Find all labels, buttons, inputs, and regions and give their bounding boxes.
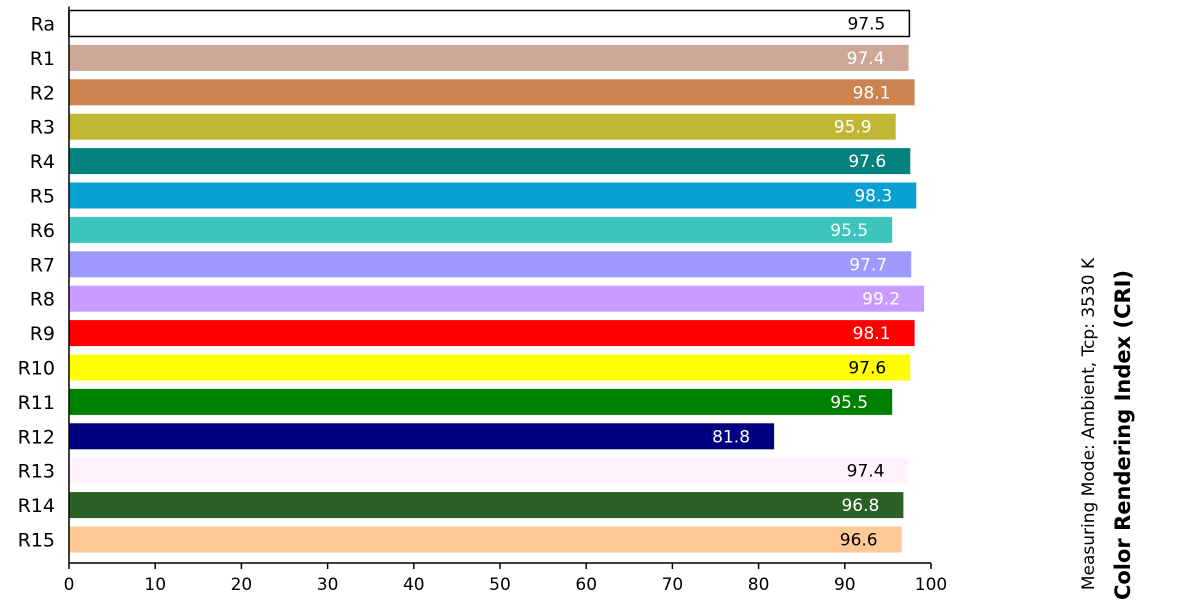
data-label: 97.5 xyxy=(847,15,885,35)
category-label: R13 xyxy=(18,461,55,483)
bar xyxy=(69,457,909,484)
bar xyxy=(69,320,915,347)
bar xyxy=(69,526,902,553)
bar xyxy=(69,148,911,175)
bar-group: R9 98.1 xyxy=(30,320,915,347)
category-label: Ra xyxy=(31,14,55,36)
chart-subtitle: Measuring Mode: Ambient, Tcp: 3530 K xyxy=(1079,257,1099,590)
bar-group: R15 96.6 xyxy=(18,526,902,553)
category-label: R8 xyxy=(30,289,55,311)
bar xyxy=(69,182,917,209)
category-label: R7 xyxy=(30,254,55,276)
category-label: R4 xyxy=(30,151,55,173)
bar-group: R2 98.1 xyxy=(30,79,915,106)
bar xyxy=(69,44,909,71)
x-tick-label: 50 xyxy=(489,575,511,595)
bar xyxy=(69,113,896,140)
bar-group: R7 97.7 xyxy=(30,251,912,278)
category-label: R2 xyxy=(30,82,55,104)
category-label: R10 xyxy=(18,358,55,380)
bar-group: R3 95.9 xyxy=(30,113,896,140)
bar xyxy=(69,423,775,450)
x-tick-label: 10 xyxy=(144,575,166,595)
bar-group: R6 95.5 xyxy=(30,216,893,243)
data-label: 96.6 xyxy=(840,531,878,551)
data-label: 98.1 xyxy=(853,324,891,344)
bar xyxy=(69,388,893,415)
bar-group: R5 98.3 xyxy=(30,182,917,209)
data-label: 99.2 xyxy=(862,290,900,310)
x-axis: 0 10 20 30 40 50 60 70 80 90 100 xyxy=(64,6,947,595)
bar-group: R14 96.8 xyxy=(18,492,904,519)
bar xyxy=(69,251,912,278)
data-label: 97.7 xyxy=(849,255,887,275)
bar xyxy=(69,354,911,381)
x-tick-label: 100 xyxy=(915,575,947,595)
data-label: 97.6 xyxy=(848,359,886,379)
category-label: R15 xyxy=(18,530,55,552)
bar-group: R4 97.6 xyxy=(30,148,911,175)
bar xyxy=(69,285,925,312)
x-tick-label: 20 xyxy=(231,575,253,595)
bar xyxy=(69,216,893,243)
data-label: 98.3 xyxy=(854,187,892,207)
x-tick-label: 30 xyxy=(317,575,339,595)
x-tick-label: 40 xyxy=(403,575,425,595)
bar xyxy=(69,492,904,519)
bar xyxy=(68,9,911,38)
category-label: R5 xyxy=(30,186,55,208)
category-label: R14 xyxy=(18,495,55,517)
data-label: 95.5 xyxy=(830,221,868,241)
chart-title: Color Rendering Index (CRI) xyxy=(1111,270,1135,600)
category-label: R1 xyxy=(30,48,55,70)
x-tick-label: 80 xyxy=(748,575,770,595)
data-label: 81.8 xyxy=(712,427,750,447)
category-label: R6 xyxy=(30,220,55,242)
category-label: R3 xyxy=(30,117,55,139)
data-label: 98.1 xyxy=(853,83,891,103)
bar-group: R10 97.6 xyxy=(18,354,911,381)
bar-group: R13 97.4 xyxy=(18,457,909,484)
bar-group: R11 95.5 xyxy=(18,388,893,415)
data-label: 97.4 xyxy=(847,49,885,69)
x-tick-label: 60 xyxy=(575,575,597,595)
data-label: 96.8 xyxy=(841,496,879,516)
data-label: 95.5 xyxy=(830,393,868,413)
category-label: R11 xyxy=(18,392,55,414)
bar-group: R8 99.2 xyxy=(30,285,925,312)
data-label: 97.6 xyxy=(848,152,886,172)
bar-group: R1 97.4 xyxy=(30,44,909,71)
x-tick-label: 90 xyxy=(834,575,856,595)
bars-layer: Ra 97.5 R1 97.4 R2 98.1 R3 95.9 R4 97.6 R5 98.3 R6 95… xyxy=(18,9,925,553)
category-label: R12 xyxy=(18,426,55,448)
x-tick-label: 0 xyxy=(64,575,75,595)
bar-group: Ra 97.5 xyxy=(31,9,911,38)
bar xyxy=(69,79,915,106)
bar-group: R12 81.8 xyxy=(18,423,775,450)
data-label: 95.9 xyxy=(834,118,872,138)
x-tick-label: 70 xyxy=(662,575,684,595)
data-label: 97.4 xyxy=(847,462,885,482)
category-label: R9 xyxy=(30,323,55,345)
